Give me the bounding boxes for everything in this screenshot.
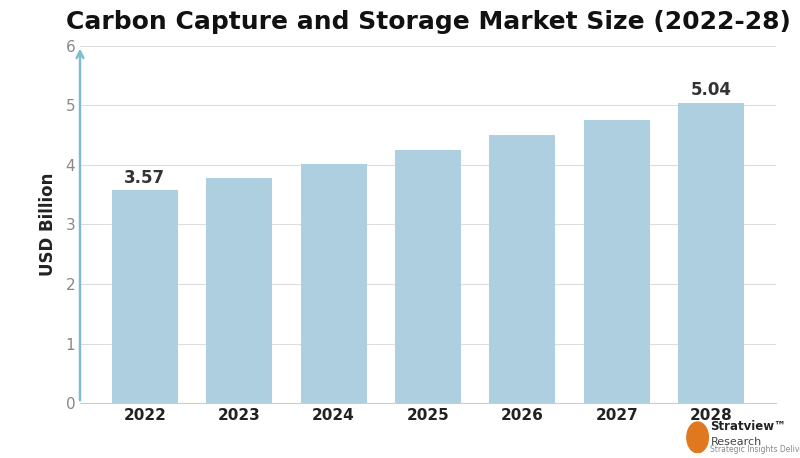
Text: Stratview™: Stratview™: [710, 420, 786, 433]
Text: 5.04: 5.04: [691, 82, 732, 99]
Bar: [112, 191, 178, 403]
Y-axis label: USD Billion: USD Billion: [39, 173, 57, 276]
Bar: [395, 150, 461, 403]
Bar: [584, 120, 650, 403]
Bar: [490, 135, 555, 403]
Text: Strategic Insights Delivered: Strategic Insights Delivered: [710, 445, 800, 454]
Bar: [678, 103, 744, 403]
Title: Carbon Capture and Storage Market Size (2022-28): Carbon Capture and Storage Market Size (…: [66, 10, 790, 34]
Bar: [206, 178, 272, 403]
Text: Research: Research: [710, 436, 762, 447]
Text: 3.57: 3.57: [124, 169, 166, 187]
Circle shape: [687, 422, 708, 453]
Bar: [301, 164, 366, 403]
